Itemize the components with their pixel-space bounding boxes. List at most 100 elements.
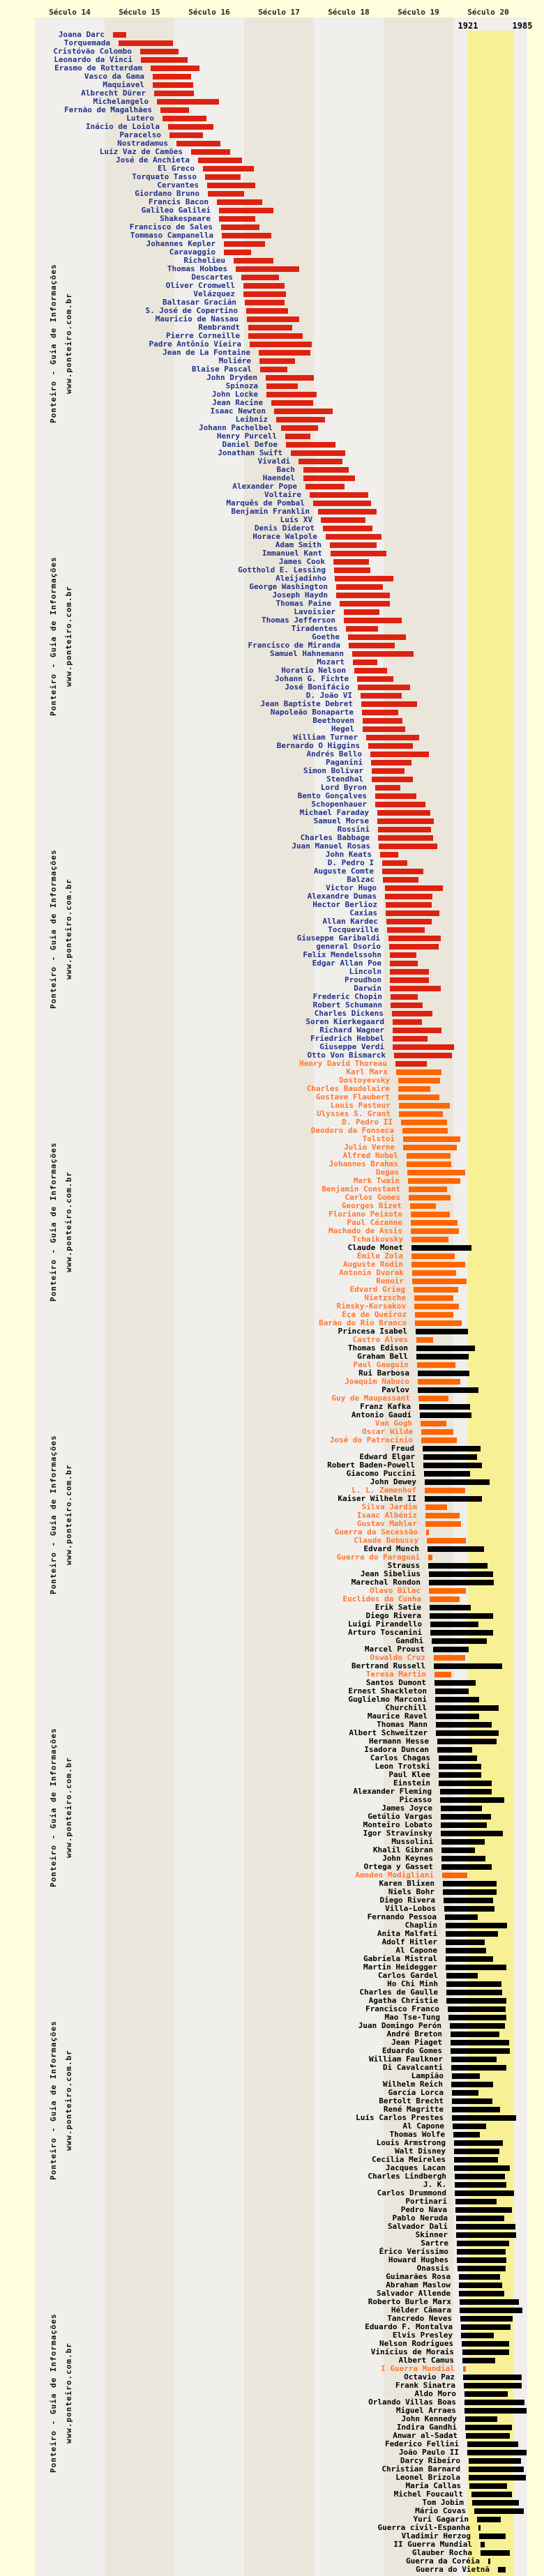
person-name: Francis Bacon xyxy=(148,197,209,206)
person-name: Diego Rivera xyxy=(365,1611,421,1620)
lifespan-bar xyxy=(451,2057,497,2062)
lifespan-bar xyxy=(425,1479,490,1485)
lifespan-bar xyxy=(344,618,402,623)
person-name: William Turner xyxy=(293,733,358,742)
lifespan-bar xyxy=(168,124,213,130)
band-start-year: 1921 xyxy=(458,21,478,31)
lifespan-bar xyxy=(330,542,377,548)
lifespan-bar xyxy=(452,2090,478,2096)
lifespan-bar xyxy=(455,2207,512,2213)
person-name: Martin Heidegger xyxy=(363,1963,437,1972)
person-name: Mário Covas xyxy=(415,2506,466,2515)
lifespan-bar xyxy=(444,1906,494,1912)
person-name: Bertrand Russell xyxy=(352,1661,425,1670)
lifespan-bar xyxy=(416,1329,468,1334)
lifespan-bar xyxy=(389,944,439,950)
lifespan-bar xyxy=(392,1011,432,1016)
person-name: Diego Rivera xyxy=(379,1896,435,1905)
person-name: Picasso xyxy=(399,1795,432,1804)
sidebar-watermark-url: www.ponteiro.com.br xyxy=(64,1464,73,1565)
person-name: Johann G. Fichte xyxy=(275,674,349,683)
person-name: general Osorio xyxy=(316,942,381,951)
lifespan-bar xyxy=(425,1521,461,1527)
person-name: Juan Domingo Perón xyxy=(358,2021,441,2030)
lifespan-bar xyxy=(390,977,429,983)
sidebar-watermark-title: Ponteiro - Guia de Informações xyxy=(49,849,58,1009)
lifespan-bar xyxy=(313,501,371,506)
lifespan-bar xyxy=(344,609,379,615)
person-name: Mao Tse-Tung xyxy=(384,2013,440,2022)
lifespan-bar xyxy=(140,49,179,54)
person-name: Carlos Gomes xyxy=(345,1193,400,1202)
lifespan-bar xyxy=(456,2232,516,2238)
lifespan-bar xyxy=(250,342,312,347)
person-name: Joaquim Nabuco xyxy=(345,1377,409,1386)
lifespan-bar xyxy=(388,936,441,941)
person-name: Indira Gandhi xyxy=(396,2423,457,2432)
lifespan-bar xyxy=(453,2132,480,2137)
century-label: Século 18 xyxy=(328,8,370,17)
lifespan-bar xyxy=(246,308,288,314)
lifespan-bar xyxy=(416,1337,433,1343)
lifespan-bar xyxy=(222,233,271,238)
person-name: Glauber Rocha xyxy=(411,2548,472,2557)
person-name: Chaplin xyxy=(405,1921,437,1930)
lifespan-bar xyxy=(464,2391,508,2397)
lifespan-bar xyxy=(393,1028,441,1033)
lifespan-bar xyxy=(464,2408,527,2414)
lifespan-bar xyxy=(411,1212,450,1217)
person-name: Portinari xyxy=(405,2197,447,2206)
person-name: Juan Manuel Rosas xyxy=(292,841,370,851)
person-name: Oswaldo Cruz xyxy=(370,1653,425,1662)
person-name: Cecília Meireles xyxy=(372,2155,446,2164)
lifespan-bar xyxy=(461,2324,511,2330)
person-name: Fernando Pessoa xyxy=(367,1912,437,1921)
person-name: Federico Fellini xyxy=(385,2439,459,2448)
lifespan-bar xyxy=(411,1245,471,1251)
person-name: Tancredo Neves xyxy=(387,2314,452,2323)
lifespan-bar xyxy=(446,1931,498,1937)
lifespan-bar xyxy=(217,199,262,205)
person-name: Émile Zola xyxy=(356,1251,403,1260)
sidebar-watermark-url: www.ponteiro.com.br xyxy=(64,1757,73,1858)
person-name: Pablo Neruda xyxy=(392,2213,448,2223)
person-name: Thomas Hobbes xyxy=(167,264,227,273)
lifespan-bar xyxy=(403,1145,457,1150)
lifespan-bar xyxy=(399,1103,450,1108)
person-name: Onassis xyxy=(416,2264,449,2273)
lifespan-bar xyxy=(403,1136,460,1142)
person-name: Erik Satie xyxy=(375,1603,421,1612)
lifespan-bar xyxy=(198,158,242,163)
person-name: Machado de Assis xyxy=(328,1226,402,1235)
lifespan-bar xyxy=(467,2441,518,2447)
person-name: Nostradamus xyxy=(117,139,168,148)
lifespan-bar xyxy=(460,2299,519,2305)
person-name: Tommaso Campanella xyxy=(130,231,213,240)
lifespan-bar xyxy=(379,844,437,849)
sidebar-watermark-title: Ponteiro - Guia de Informações xyxy=(49,1142,58,1302)
person-name: Amedeo Modigliani xyxy=(355,1870,434,1880)
lifespan-bar xyxy=(430,1613,493,1619)
lifespan-bar xyxy=(462,2358,495,2363)
lifespan-bar xyxy=(234,258,273,264)
lifespan-bar xyxy=(375,793,416,799)
lifespan-bar xyxy=(260,367,287,372)
person-name: Karl Marx xyxy=(346,1067,388,1076)
lifespan-bar xyxy=(160,107,189,113)
person-name: Denis Diderot xyxy=(254,524,315,533)
person-name: Voltaire xyxy=(264,490,301,499)
person-name: Horace Walpole xyxy=(252,532,317,541)
person-name: Eduardo Gomes xyxy=(381,2046,442,2055)
lifespan-bar xyxy=(334,567,370,573)
person-name: Miguel Arraes xyxy=(395,2406,456,2415)
lifespan-bar xyxy=(321,517,365,523)
person-name: Skinner xyxy=(415,2230,448,2239)
person-name: Karen Blixen xyxy=(379,1879,435,1888)
lifespan-bar xyxy=(113,32,126,38)
person-name: Torquato Tasso xyxy=(132,172,197,181)
lifespan-bar xyxy=(390,952,416,958)
person-name: Niels Bohr xyxy=(388,1887,435,1896)
lifespan-bar xyxy=(414,1295,453,1301)
lifespan-bar xyxy=(326,534,381,540)
person-name: Louis Armstrong xyxy=(376,2138,446,2147)
